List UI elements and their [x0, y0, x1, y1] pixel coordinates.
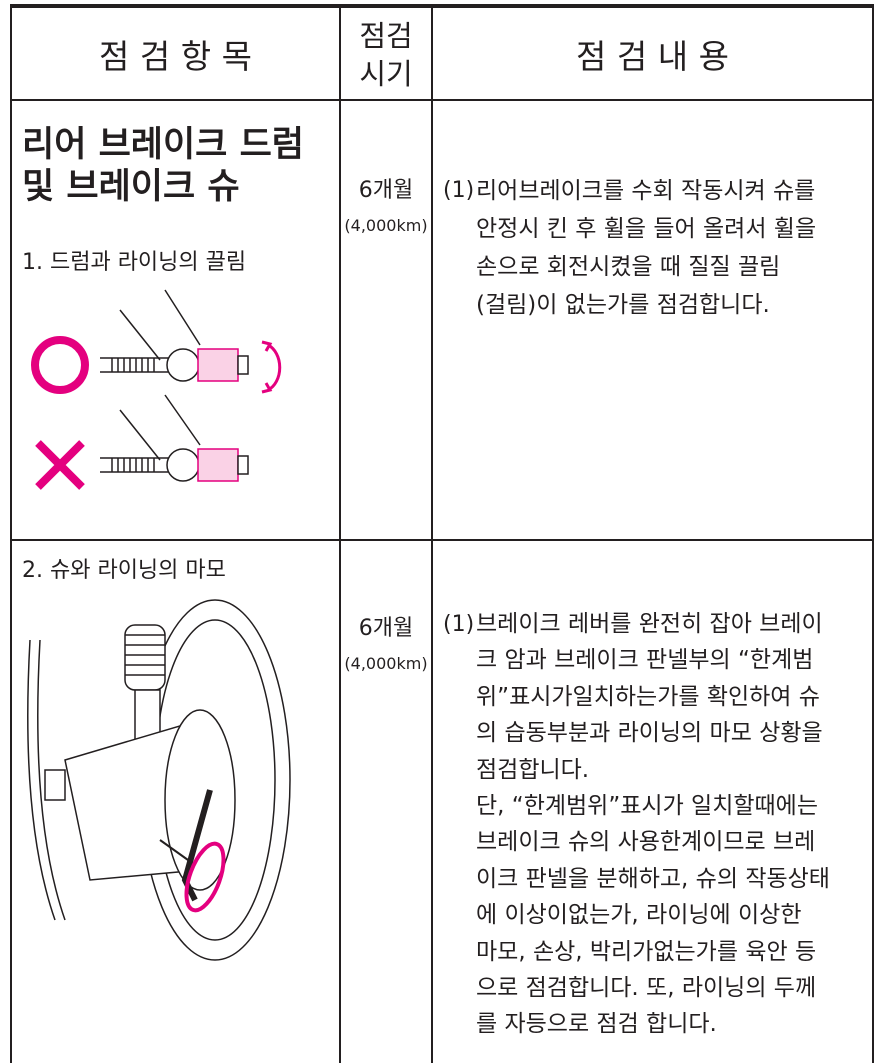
content-line: 단, “한계범위”표시가 일치할때에는 [476, 793, 819, 819]
header-item: 점 검 항 목 [99, 37, 252, 76]
item-marker: (1) [443, 612, 475, 637]
period: 6개월 [358, 616, 414, 641]
ok-symbol [31, 336, 89, 394]
header-content: 점 검 내 용 [576, 37, 729, 76]
distance: (4,000km) [344, 654, 428, 673]
row-title: 리어 브레이크 드럼 [22, 125, 304, 165]
content-line: 점검합니다. [476, 756, 590, 783]
item-marker: (1) [443, 178, 475, 203]
content-line: 에 이상이없는가, 라이닝에 이상한 [476, 902, 802, 929]
content-line: 위”표시가일치하는가를 확인하여 슈 [476, 683, 820, 710]
content-line: 리어브레이크를 수회 작동시켜 슈를 [476, 178, 816, 204]
content-line: (걸림)이 없는가를 점검합니다. [476, 292, 770, 318]
content-line: 손으로 회전시켰을 때 질질 끌림 [476, 254, 781, 280]
header-period: 점검 [359, 19, 413, 53]
header-period: 시기 [359, 57, 413, 91]
ng-symbol [35, 440, 85, 490]
content-line: 으로 점검합니다. 또, 라이닝의 두께 [476, 975, 817, 1001]
top-border [10, 4, 874, 8]
content-line: 브레이크 슈의 사용한계이므로 브레 [476, 829, 816, 856]
row-subtitle: 1. 드럼과 라이닝의 끌림 [22, 250, 247, 275]
content-line: 마모, 손상, 박리가없는가를 육안 등 [476, 938, 817, 965]
distance: (4,000km) [344, 216, 428, 235]
grid-lines [10, 5, 874, 1063]
row-title: 및 브레이크 슈 [22, 167, 240, 207]
content-line: 크 암과 브레이크 판넬부의 “한계범 [476, 647, 814, 674]
brake-illustration [27, 599, 291, 961]
content-line: 이크 판넬을 분해하고, 슈의 작동상태 [476, 865, 830, 892]
row-subtitle: 2. 슈와 라이닝의 마모 [22, 558, 226, 583]
period: 6개월 [358, 178, 414, 203]
content-line: 브레이크 레버를 완전히 잡아 브레이 [476, 611, 823, 637]
content-line: 를 자등으로 점검 합니다. [476, 1011, 717, 1038]
content-line: 의 습동부분과 라이닝의 마모 상황을 [476, 720, 823, 747]
content-line: 안정시 킨 후 휠을 들어 올려서 휠을 [476, 216, 817, 242]
ng-illustration [35, 394, 249, 490]
ok-illustration [31, 289, 282, 394]
